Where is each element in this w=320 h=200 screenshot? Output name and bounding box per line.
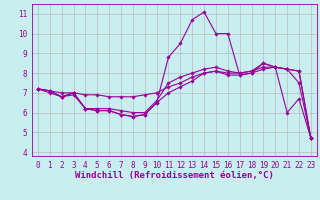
X-axis label: Windchill (Refroidissement éolien,°C): Windchill (Refroidissement éolien,°C) [75, 171, 274, 180]
